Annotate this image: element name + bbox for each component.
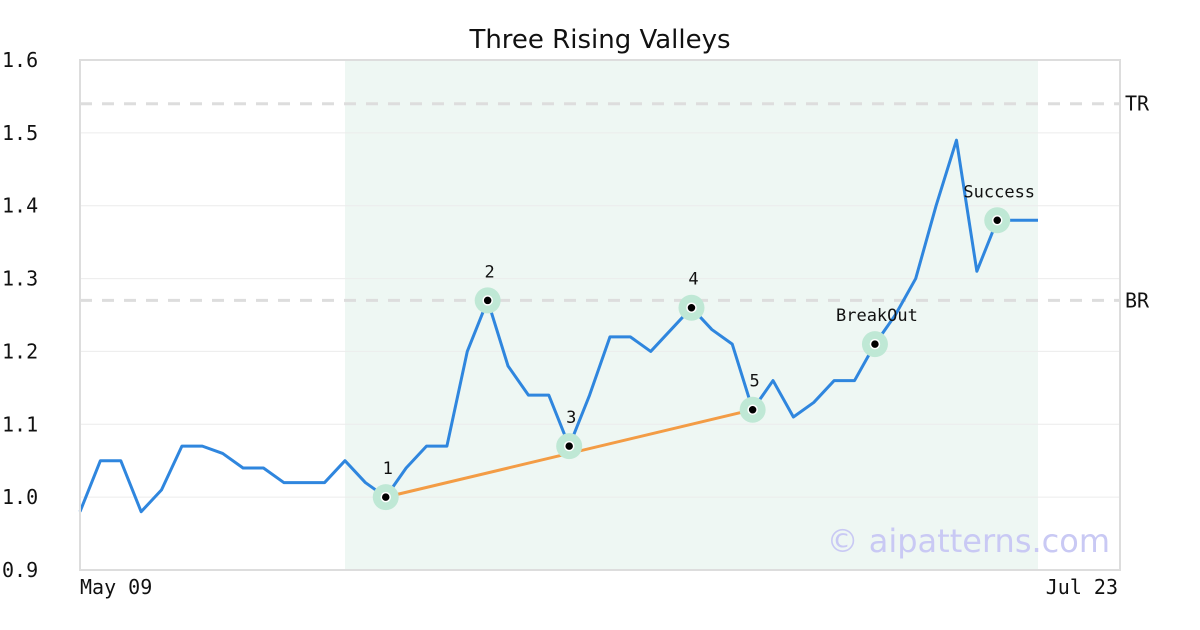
marker-layer: 1 2 3 4 5 BreakOut Success — [372, 182, 1035, 511]
plot-frame — [79, 59, 1121, 571]
y-tick-label: 1.5 — [2, 121, 38, 145]
x-start-label: May 09 — [80, 575, 152, 599]
y-tick-label: 1.4 — [2, 194, 38, 218]
marker-dot — [991, 215, 1003, 226]
watermark: © aipatterns.com — [827, 522, 1110, 560]
level-label: TR — [1125, 92, 1150, 116]
point-label: 4 — [688, 270, 698, 290]
axis-layer: 0.9 1.0 1.1 1.2 1.3 1.4 1.5 1.6 — [2, 48, 38, 582]
marker-dot — [482, 295, 493, 306]
marker-dot — [686, 302, 697, 313]
marker-dot — [747, 404, 758, 415]
level-layer: TR BR — [80, 92, 1150, 312]
point-label: 5 — [750, 372, 760, 392]
point-label: 3 — [566, 408, 576, 428]
x-end-label: Jul 23 — [1046, 575, 1118, 599]
point-label: 1 — [383, 459, 393, 479]
point-label: BreakOut — [836, 306, 918, 326]
y-tick-label: 1.6 — [2, 48, 38, 72]
chart-title: Three Rising Valleys — [468, 25, 730, 55]
level-label: BR — [1125, 288, 1150, 312]
marker-dot — [563, 440, 575, 452]
y-tick-label: 1.1 — [2, 412, 38, 436]
point-label: 2 — [485, 262, 495, 282]
marker-dot — [380, 491, 391, 503]
marker-dot — [869, 338, 881, 350]
y-tick-label: 1.0 — [2, 485, 38, 509]
y-tick-label: 0.9 — [2, 558, 38, 582]
point-label: Success — [963, 182, 1035, 202]
y-tick-label: 1.3 — [2, 267, 38, 291]
y-tick-label: 1.2 — [2, 339, 38, 363]
